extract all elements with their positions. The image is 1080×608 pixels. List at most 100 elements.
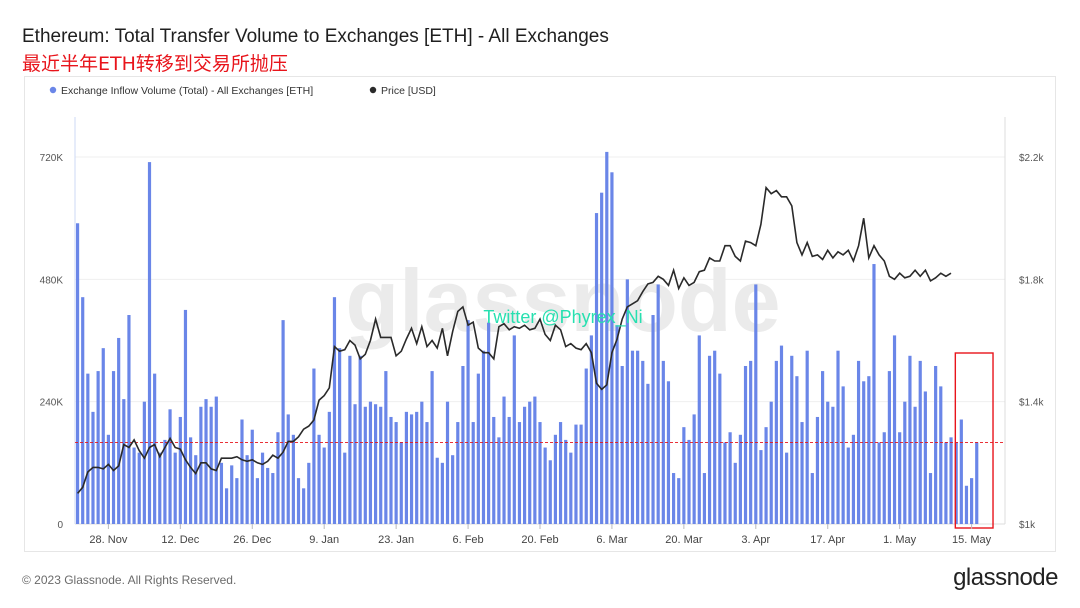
inflow-bar: [302, 488, 306, 524]
inflow-bar: [954, 442, 958, 524]
inflow-bar: [651, 315, 655, 524]
inflow-bar: [153, 373, 157, 524]
inflow-bar: [600, 192, 604, 525]
inflow-bar: [384, 371, 388, 524]
inflow-bar: [440, 462, 444, 524]
inflow-bar: [538, 422, 542, 524]
inflow-bar: [86, 373, 90, 524]
inflow-bar: [189, 437, 193, 524]
inflow-bar: [101, 348, 105, 524]
y-right-tick-label: $1k: [1019, 520, 1036, 531]
inflow-bar: [199, 406, 203, 524]
x-tick-label: 1. May: [883, 534, 917, 546]
inflow-bar: [533, 396, 537, 524]
inflow-bar: [445, 401, 450, 524]
inflow-bar: [769, 401, 773, 524]
inflow-bar: [836, 350, 840, 524]
legend: Exchange Inflow Volume (Total) - All Exc…: [49, 85, 436, 97]
inflow-bar: [286, 414, 290, 524]
inflow-bar: [959, 419, 963, 524]
inflow-bar: [697, 335, 701, 524]
inflow-bar: [358, 355, 362, 524]
inflow-bar: [970, 478, 974, 524]
inflow-bar: [692, 414, 696, 524]
inflow-bar: [281, 320, 285, 524]
y-axis-right: $1k $1.4k $1.8k $2.2k: [1019, 153, 1044, 531]
inflow-bar: [343, 452, 347, 524]
inflow-bar: [497, 437, 501, 524]
inflow-bar: [363, 406, 367, 524]
inflow-bar: [476, 373, 480, 524]
inflow-bar: [677, 478, 681, 524]
inflow-bar: [420, 401, 424, 524]
inflow-bar: [841, 386, 845, 524]
inflow-bar: [492, 416, 496, 524]
inflow-bar: [209, 406, 213, 524]
inflow-bar: [553, 434, 558, 524]
inflow-bar: [666, 381, 671, 524]
inflow-bar: [528, 401, 532, 524]
inflow-bar: [517, 422, 522, 524]
inflow-bar: [949, 437, 953, 524]
inflow-bar: [728, 432, 732, 524]
inflow-bar: [502, 396, 506, 524]
x-axis: 28. Nov 12. Dec 26. Dec 9. Jan 23. Jan 6. Feb…: [89, 524, 992, 546]
inflow-bar: [271, 473, 275, 524]
footer-logo: glassnode: [953, 564, 1058, 591]
y-axis-left: 0 240K 480K 720K: [40, 153, 64, 531]
inflow-bar: [656, 284, 660, 524]
inflow-bar: [800, 422, 804, 524]
inflow-bar: [707, 355, 712, 524]
inflow-bar: [291, 434, 295, 524]
inflow-bar: [754, 284, 758, 524]
inflow-bar: [646, 383, 650, 524]
inflow-bar: [353, 404, 357, 524]
inflow-bar: [846, 447, 850, 524]
inflow-bar: [368, 401, 373, 524]
inflow-bar: [317, 434, 321, 524]
inflow-bar: [558, 422, 563, 524]
inflow-bar: [815, 416, 820, 524]
inflow-bar: [795, 376, 799, 524]
y-left-tick-label: 240K: [40, 398, 64, 409]
inflow-bar: [831, 406, 835, 524]
inflow-bar: [379, 406, 383, 524]
inflow-bar: [399, 442, 403, 524]
inflow-bar: [137, 452, 141, 524]
x-tick-label: 20. Feb: [521, 534, 558, 546]
inflow-bar: [194, 455, 198, 524]
inflow-bar: [312, 368, 316, 524]
inflow-bar: [569, 452, 573, 524]
inflow-bar: [75, 223, 80, 524]
inflow-bar: [307, 462, 311, 524]
inflow-bar: [826, 401, 830, 524]
x-tick-label: 26. Dec: [233, 534, 271, 546]
inflow-bar: [738, 434, 742, 524]
legend-label: Exchange Inflow Volume (Total) - All Exc…: [61, 85, 313, 97]
inflow-bar: [903, 401, 907, 524]
inflow-bar: [507, 416, 511, 524]
inflow-bar: [564, 439, 568, 524]
inflow-bar: [548, 460, 552, 524]
inflow-bar: [882, 432, 886, 524]
inflow-bar: [204, 399, 208, 524]
inflow-bar: [471, 422, 475, 524]
x-tick-label: 6. Feb: [452, 534, 483, 546]
inflow-bar: [764, 427, 768, 524]
inflow-bar: [543, 447, 547, 524]
inflow-bar: [939, 386, 943, 524]
inflow-bar: [230, 465, 234, 524]
inflow-bar: [594, 213, 599, 524]
inflow-bar: [584, 368, 588, 524]
inflow-bar: [687, 439, 691, 524]
inflow-bar: [466, 320, 470, 524]
inflow-bar: [908, 355, 912, 524]
inflow-bar: [636, 350, 640, 524]
inflow-bar: [250, 429, 254, 524]
inflow-bar: [856, 360, 861, 524]
inflow-bar: [332, 297, 337, 524]
inflow-bar: [821, 371, 825, 524]
inflow-bar: [389, 416, 393, 524]
x-tick-label: 9. Jan: [309, 534, 339, 546]
inflow-bar: [718, 373, 722, 524]
